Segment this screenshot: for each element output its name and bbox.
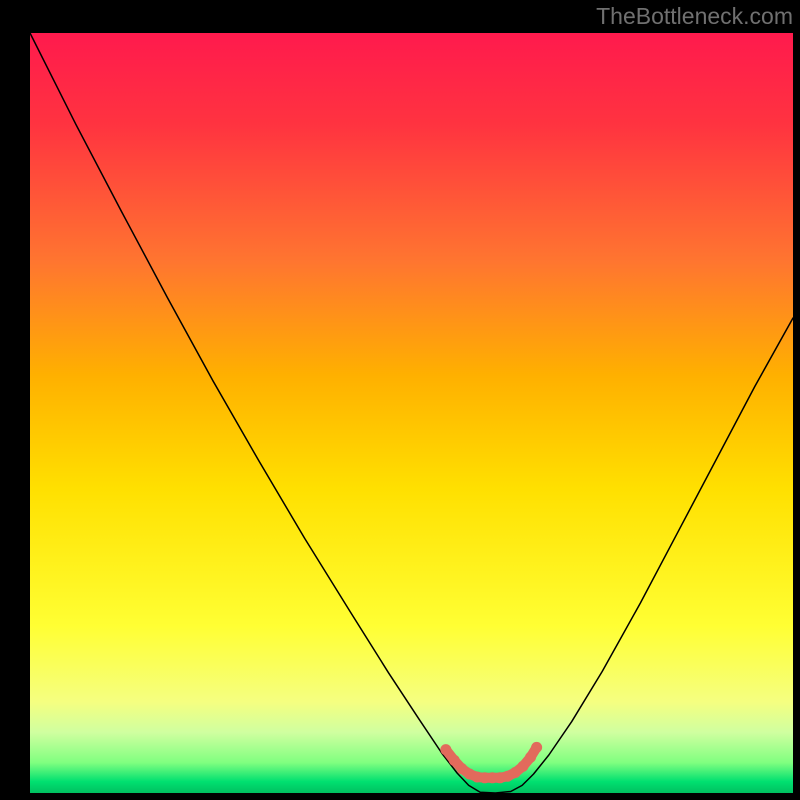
chart-svg: TheBottleneck.com <box>0 0 800 800</box>
optimal-range-bead <box>531 742 542 753</box>
chart-root: TheBottleneck.com <box>0 0 800 800</box>
watermark-text: TheBottleneck.com <box>596 3 793 29</box>
plot-background <box>30 33 793 793</box>
optimal-range-bead <box>525 752 536 763</box>
optimal-range-bead <box>517 761 528 772</box>
optimal-range-bead <box>449 755 460 766</box>
optimal-range-bead <box>440 744 451 755</box>
